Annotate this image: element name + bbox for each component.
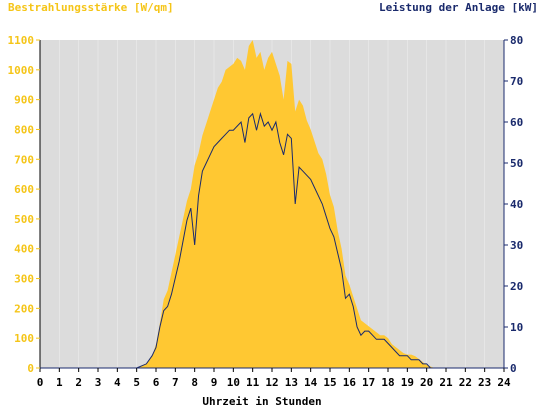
x-tick-label: 14 — [304, 376, 318, 389]
x-tick-label: 11 — [246, 376, 260, 389]
right-tick-label: 10 — [510, 321, 523, 334]
left-tick-label: 700 — [14, 153, 34, 166]
x-tick-label: 17 — [362, 376, 375, 389]
x-tick-label: 0 — [37, 376, 44, 389]
right-tick-label: 50 — [510, 157, 523, 170]
right-tick-label: 60 — [510, 116, 523, 129]
right-axis-title: Leistung der Anlage [kW] — [379, 1, 538, 14]
x-tick-label: 15 — [323, 376, 336, 389]
right-axis-ticks: 0 10 20 30 40 50 60 70 80 — [504, 34, 523, 375]
left-tick-label: 500 — [14, 213, 34, 226]
x-tick-label: 18 — [381, 376, 394, 389]
x-tick-label: 12 — [265, 376, 278, 389]
left-tick-label: 800 — [14, 123, 34, 136]
right-tick-label: 40 — [510, 198, 523, 211]
x-axis-label: Uhrzeit in Stunden — [202, 395, 321, 408]
x-tick-label: 16 — [343, 376, 357, 389]
right-tick-label: 30 — [510, 239, 523, 252]
left-axis-title: Bestrahlungsstärke [W/qm] — [8, 1, 174, 14]
x-tick-label: 2 — [75, 376, 82, 389]
left-tick-label: 200 — [14, 302, 34, 315]
irradiance-area — [40, 40, 504, 368]
left-tick-label: 600 — [14, 183, 34, 196]
x-tick-label: 7 — [172, 376, 179, 389]
x-tick-label: 6 — [153, 376, 160, 389]
x-tick-label: 19 — [401, 376, 414, 389]
left-tick-label: 400 — [14, 243, 34, 256]
power-line — [40, 111, 504, 369]
x-axis-ticks: 0 1 2 3 4 5 6 7 8 9 10 11 12 13 14 15 16 17 18 19 20 21 22 23 24 — [37, 368, 511, 389]
right-tick-label: 70 — [510, 75, 523, 88]
left-tick-label: 1100 — [8, 34, 35, 47]
x-tick-label: 1 — [56, 376, 63, 389]
left-axis-ticks: 0 100 200 300 400 500 600 700 800 900 1000 1100 — [8, 34, 40, 375]
x-tick-label: 21 — [439, 376, 453, 389]
x-tick-label: 24 — [497, 376, 511, 389]
right-tick-label: 0 — [510, 362, 517, 375]
left-tick-label: 100 — [14, 332, 34, 345]
left-tick-label: 900 — [14, 94, 34, 107]
x-tick-label: 22 — [459, 376, 472, 389]
right-tick-label: 20 — [510, 280, 523, 293]
right-tick-label: 80 — [510, 34, 523, 47]
x-tick-label: 5 — [133, 376, 140, 389]
x-tick-label: 9 — [211, 376, 218, 389]
left-tick-label: 1000 — [8, 64, 35, 77]
x-tick-label: 8 — [191, 376, 198, 389]
x-tick-label: 4 — [114, 376, 121, 389]
x-tick-label: 13 — [285, 376, 298, 389]
x-tick-label: 23 — [478, 376, 491, 389]
x-tick-label: 20 — [420, 376, 433, 389]
left-tick-label: 300 — [14, 273, 34, 286]
x-tick-label: 10 — [227, 376, 240, 389]
x-tick-label: 3 — [95, 376, 102, 389]
left-tick-label: 0 — [27, 362, 34, 375]
